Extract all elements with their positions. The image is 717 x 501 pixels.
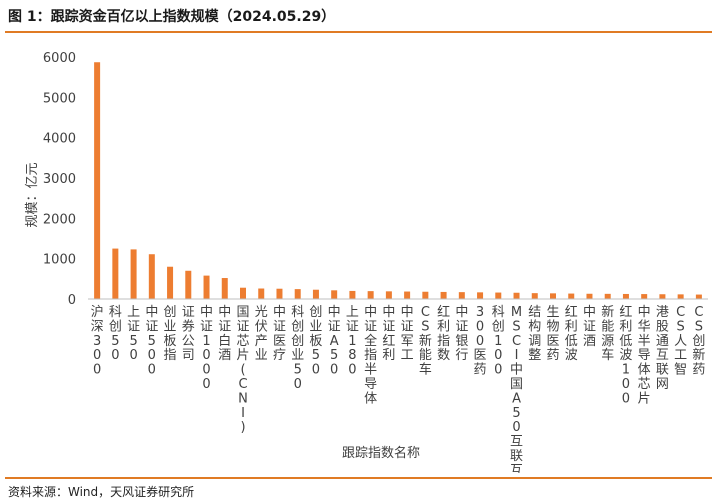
footer-rule	[5, 477, 712, 479]
x-tick-label: 中证白酒	[218, 305, 231, 363]
bar	[604, 293, 611, 299]
x-axis-label: 跟踪指数名称	[342, 445, 420, 461]
bar	[477, 292, 484, 299]
x-tick-label: 红利指数	[437, 304, 450, 363]
x-tick-label: 科创 1 0 0	[492, 305, 505, 378]
bar	[167, 266, 174, 299]
x-tick-label: 中华半导体芯片	[638, 305, 651, 406]
x-tick-label: 中证军工	[401, 305, 414, 363]
bar	[203, 275, 210, 299]
y-axis: 0 1000 2000 3000 4000 5000 6000	[43, 51, 76, 308]
bar	[641, 294, 648, 299]
bar-chart: 0 1000 2000 3000 4000 5000 6000 沪深 3 0 0 科创 5 0 上证 5 0 中…	[25, 51, 708, 473]
x-tick-label: 新能源车	[601, 304, 614, 363]
x-tick-label: 红利低波 1 0 0	[619, 304, 632, 406]
bar	[422, 291, 429, 299]
bar	[258, 288, 265, 299]
title-rule	[5, 31, 712, 33]
x-tick-label: 创业板指	[164, 305, 177, 363]
x-tick-label: 科创 5 0	[109, 305, 122, 363]
bar	[695, 294, 702, 299]
x-tick-label: 国证芯片(C N I)	[236, 305, 249, 435]
x-tick-label: 中证全指半导体	[364, 305, 377, 406]
x-tick-label: C S 人工智	[674, 305, 687, 378]
bar	[495, 292, 502, 299]
y-tick-label: 2000	[43, 212, 76, 227]
bars	[94, 62, 702, 300]
bar	[550, 293, 556, 299]
bar	[586, 293, 593, 299]
figure-title: 图 1：跟踪资金百亿以上指数规模（2024.05.29）	[8, 9, 336, 25]
bar	[221, 278, 228, 299]
bar	[659, 294, 666, 299]
x-tick-label: C S 创新药	[692, 305, 705, 378]
bar	[458, 292, 465, 299]
bar	[404, 291, 411, 299]
x-tick-label: 创业板 5 0	[309, 305, 322, 378]
y-tick-label: 4000	[43, 132, 76, 147]
bar	[440, 291, 447, 299]
x-tick-label: 中证银行	[455, 305, 468, 363]
y-axis-label: 规模：亿元	[25, 162, 40, 227]
bar	[367, 291, 374, 299]
x-tick-label: MSCI中国A50互联互通	[510, 305, 523, 473]
x-tick-label: 结构调整	[528, 305, 541, 363]
bar	[240, 287, 246, 299]
source-note: 资料来源：Wind，天风证券研究所	[8, 485, 195, 499]
x-tick-label: 红利低波	[565, 304, 578, 363]
bar	[276, 288, 283, 299]
x-tick-label: 中证 1 0 0 0	[200, 305, 213, 392]
y-tick-label: 3000	[43, 172, 76, 187]
bar	[94, 62, 101, 300]
bar	[331, 290, 338, 299]
x-tick-label: 上证 5 0	[127, 305, 140, 363]
x-tick-label: 中证红利	[382, 305, 395, 363]
bar	[130, 249, 137, 299]
bar	[531, 293, 538, 299]
bar	[148, 254, 155, 299]
y-tick-label: 1000	[43, 253, 76, 268]
bar	[385, 291, 392, 299]
x-tick-label: 中证 5 0 0	[145, 305, 158, 378]
bar	[294, 289, 301, 299]
x-tick-label: 证券公司	[182, 305, 195, 363]
x-tick-label: 光伏产业	[255, 305, 268, 363]
x-tick-label: 3 0 0 医药	[474, 305, 487, 378]
x-tick-label: 沪深 3 0 0	[91, 304, 104, 378]
x-tick-label: 中证医疗	[273, 305, 286, 363]
x-tick-label: 科创创业 5 0	[291, 305, 304, 392]
bar	[349, 290, 356, 299]
y-tick-label: 0	[68, 293, 76, 308]
bar	[677, 294, 684, 299]
bar	[622, 293, 629, 299]
y-tick-label: 5000	[43, 91, 76, 106]
x-tick-label: 中证 A 5 0	[328, 305, 341, 378]
x-tick-label: 港股通互联网	[656, 305, 669, 392]
x-tick-label: C S 新能车	[419, 305, 432, 378]
bar	[112, 248, 119, 299]
bar	[513, 292, 520, 299]
bar	[568, 293, 575, 299]
x-tick-label: 生物医药	[546, 305, 559, 363]
y-tick-label: 6000	[43, 51, 76, 66]
x-tick-label: 中证酒	[583, 305, 596, 349]
x-tick-label: 上证 1 8 0	[346, 305, 359, 378]
bar	[312, 289, 319, 299]
bar	[185, 270, 192, 299]
